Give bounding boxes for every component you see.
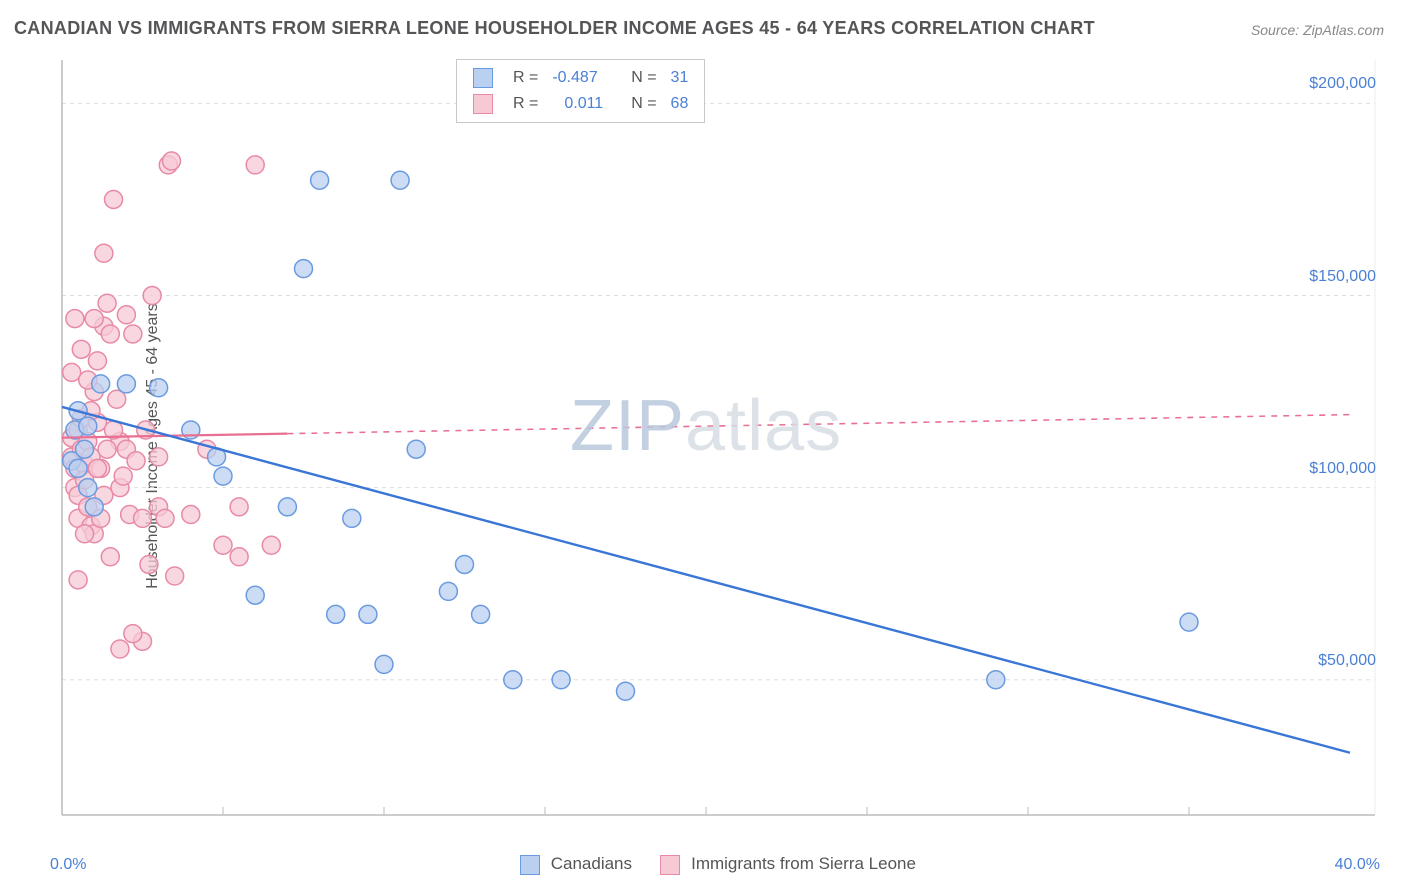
- legend-row-immigrants: R = 0.011 N = 68: [467, 92, 694, 116]
- r-value-immigrants: 0.011: [546, 92, 609, 116]
- y-tick-label: $100,000: [1309, 460, 1376, 478]
- x-tick-max: 40.0%: [1335, 856, 1380, 874]
- r-value-canadians: -0.487: [546, 66, 609, 90]
- y-tick-label: $200,000: [1309, 75, 1376, 93]
- scatter-plot-svg: [60, 55, 1380, 825]
- legend-swatch-canadians-bottom: [520, 855, 540, 875]
- legend-row-canadians: R = -0.487 N = 31: [467, 66, 694, 90]
- legend-label-canadians: Canadians: [551, 854, 632, 873]
- legend-swatch-canadians: [473, 68, 493, 88]
- legend-bottom: Canadians Immigrants from Sierra Leone: [520, 854, 916, 875]
- chart-container: CANADIAN VS IMMIGRANTS FROM SIERRA LEONE…: [0, 0, 1406, 892]
- y-tick-label: $150,000: [1309, 268, 1376, 286]
- y-tick-label: $50,000: [1318, 652, 1376, 670]
- n-label: N =: [625, 66, 662, 90]
- n-label: N =: [625, 92, 662, 116]
- r-label: R =: [507, 66, 544, 90]
- legend-swatch-immigrants: [473, 94, 493, 114]
- legend-swatch-immigrants-bottom: [660, 855, 680, 875]
- legend-label-immigrants: Immigrants from Sierra Leone: [691, 854, 916, 873]
- x-tick-min: 0.0%: [50, 856, 86, 874]
- chart-title: CANADIAN VS IMMIGRANTS FROM SIERRA LEONE…: [14, 18, 1095, 39]
- n-value-canadians: 31: [665, 66, 695, 90]
- plot-area: ZIPatlas R = -0.487 N = 31 R = 0.011: [60, 55, 1380, 825]
- n-value-immigrants: 68: [665, 92, 695, 116]
- r-label: R =: [507, 92, 544, 116]
- legend-stats-box: R = -0.487 N = 31 R = 0.011 N = 68: [456, 59, 705, 123]
- source-label: Source: ZipAtlas.com: [1251, 22, 1384, 38]
